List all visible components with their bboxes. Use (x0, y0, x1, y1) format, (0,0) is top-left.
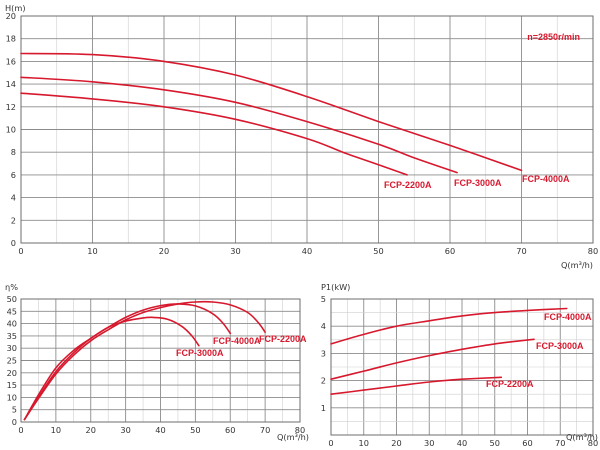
y-tick-label: 4 (11, 193, 16, 203)
efficiency-plot-frame (20, 298, 301, 423)
head-y-axis-title: H(m) (5, 3, 26, 13)
x-tick-label: 80 (588, 438, 598, 448)
series-line-fcp-3000a (20, 76, 458, 174)
x-tick-label: 60 (522, 438, 532, 448)
x-tick-label: 70 (516, 246, 526, 256)
x-tick-label: 60 (225, 425, 235, 435)
y-tick-label: 15 (7, 380, 17, 390)
x-tick-label: 10 (51, 425, 61, 435)
x-tick-label: 80 (295, 425, 305, 435)
y-tick-label: 10 (6, 125, 16, 135)
y-tick-label: 16 (6, 56, 16, 66)
y-tick-label: 20 (7, 368, 17, 378)
series-label: FCP-3000A (454, 178, 502, 188)
series-line-fcp-4000a (23, 300, 266, 421)
y-tick-label: 18 (6, 34, 16, 44)
series-label: FCP-2200A (486, 379, 534, 389)
x-tick-label: 20 (159, 246, 169, 256)
series-label: FCP-3000A (536, 341, 584, 351)
series-label: FCP-4000A (544, 312, 592, 322)
x-tick-label: 30 (230, 246, 240, 256)
x-tick-label: 20 (86, 425, 96, 435)
efficiency-y-axis-title: η% (5, 282, 18, 292)
power-chart: 0 10 20 30 40 50 60 70 80 1 2 3 4 5 P1(kW) Q(m³/h) FCP-4… (321, 282, 598, 448)
series-line-fcp-4000a (20, 52, 523, 172)
series-label: FCP-3000A (176, 348, 224, 358)
series-line-fcp-2200a (20, 92, 408, 176)
head-x-axis-title: Q(m³/h) (561, 260, 593, 270)
x-tick-label: 60 (445, 246, 455, 256)
x-tick-label: 50 (190, 425, 200, 435)
series-line-fcp-3000a (23, 303, 232, 421)
head-grid (20, 15, 594, 244)
efficiency-x-axis-title: Q(m³/h) (277, 432, 309, 442)
y-tick-label: 20 (6, 11, 16, 21)
x-tick-label: 70 (260, 425, 270, 435)
head-chart: 0 10 20 30 40 50 60 70 8002468101214161820H(m)Q(… (5, 3, 598, 270)
power-y-axis-title: P1(kW) (321, 282, 350, 292)
y-tick-label: 50 (7, 294, 17, 304)
y-tick-label: 6 (11, 170, 16, 180)
x-tick-label: 50 (490, 438, 500, 448)
series-label: FCP-2200A (384, 180, 432, 190)
series-label: FCP-4000A (213, 336, 261, 346)
x-tick-label: 10 (87, 246, 97, 256)
series-line-fcp-3000a (330, 338, 535, 380)
y-tick-label: 45 (7, 306, 17, 316)
y-tick-label: 2 (11, 215, 16, 225)
x-tick-label: 70 (555, 438, 565, 448)
x-tick-label: 40 (155, 425, 165, 435)
series-line-fcp-4000a (330, 307, 568, 345)
y-tick-label: 8 (11, 147, 16, 157)
y-tick-label: 30 (7, 343, 17, 353)
y-tick-label: 40 (7, 319, 17, 329)
power-plot-frame (330, 298, 594, 436)
x-tick-label: 0 (328, 438, 333, 448)
x-tick-label: 0 (18, 246, 23, 256)
y-tick-label: 5 (321, 294, 326, 304)
y-tick-label: 25 (7, 356, 17, 366)
y-tick-label: 3 (321, 348, 326, 358)
series-label: FCP-4000A (522, 174, 570, 184)
y-tick-label: 0 (11, 238, 16, 248)
y-tick-label: 12 (6, 102, 16, 112)
head-plot-frame (20, 15, 594, 244)
y-tick-label: 35 (7, 331, 17, 341)
power-grid (330, 298, 594, 436)
series-line-fcp-2200a (23, 316, 200, 421)
efficiency-chart: 0 10 20 30 40 50 60 70 8005101520253035404550η%Q… (5, 282, 309, 442)
x-tick-label: 50 (373, 246, 383, 256)
series-line-fcp-2200a (330, 376, 503, 395)
x-tick-label: 10 (359, 438, 369, 448)
y-tick-label: 1 (321, 403, 326, 413)
x-tick-label: 30 (424, 438, 434, 448)
y-tick-label: 4 (321, 321, 326, 331)
series-label: FCP-2200A (259, 334, 307, 344)
speed-annotation: n=2850r/min (527, 32, 580, 42)
x-tick-label: 0 (18, 425, 23, 435)
x-tick-label: 80 (588, 246, 598, 256)
y-tick-label: 0 (12, 417, 17, 427)
y-tick-label: 10 (7, 392, 17, 402)
x-tick-label: 40 (302, 246, 312, 256)
y-tick-label: 2 (321, 376, 326, 386)
power-x-axis-title: Q(m³/h) (566, 432, 598, 442)
y-tick-label: 14 (6, 79, 16, 89)
y-tick-label: 5 (12, 405, 17, 415)
x-tick-label: 30 (120, 425, 130, 435)
x-tick-label: 20 (391, 438, 401, 448)
x-tick-label: 40 (457, 438, 467, 448)
